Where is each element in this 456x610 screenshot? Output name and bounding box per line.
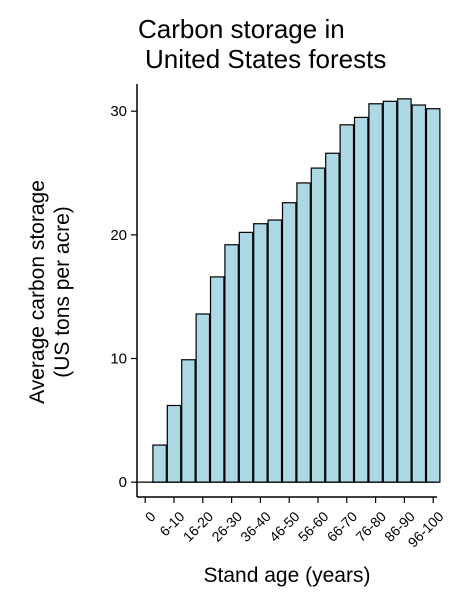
x-tick-label-36-40: 36-40 — [237, 508, 274, 545]
x-axis-title: Stand age (years) — [204, 564, 371, 587]
bar-96-100 — [425, 108, 441, 483]
x-tick-label-46-50: 46-50 — [266, 508, 303, 545]
bar-11-15 — [181, 359, 196, 483]
y-axis-title-line-1: Average carbon storage — [26, 180, 49, 404]
bar-1-5 — [152, 444, 167, 483]
x-axis: 06-1016-2026-3036-4046-5056-6066-7076-80… — [137, 496, 447, 550]
bar-21-25 — [209, 276, 225, 483]
bar-86-90 — [397, 98, 412, 483]
y-tick-label-20: 20 — [110, 227, 127, 244]
chart-title-line-1: Carbon storage in — [138, 14, 345, 44]
x-tick-label-26-30: 26-30 — [208, 508, 245, 545]
bar-31-35 — [238, 231, 254, 483]
y-tick-label-30: 30 — [110, 103, 127, 120]
bars — [137, 98, 441, 483]
bar-76-80 — [368, 103, 383, 483]
bar-16-20 — [195, 313, 211, 483]
bar-66-70 — [339, 124, 355, 483]
bar-71-75 — [353, 116, 369, 483]
bar-81-85 — [382, 100, 398, 483]
bar-41-45 — [267, 219, 283, 483]
y-axis-title: Average carbon storage (US tons per acre… — [26, 180, 74, 404]
bar-91-95 — [411, 104, 427, 483]
x-tick-label-66-70: 66-70 — [324, 508, 361, 545]
y-tick-label-0: 0 — [119, 474, 127, 491]
bar-51-55 — [296, 182, 311, 483]
bar-26-30 — [224, 244, 239, 483]
bar-56-60 — [310, 167, 326, 483]
x-tick-label-56-60: 56-60 — [295, 508, 332, 545]
y-axis: 0 10 20 30 — [110, 84, 138, 497]
bar-6-10 — [166, 404, 182, 483]
chart-title: Carbon storage in United States forests — [138, 14, 386, 74]
bar-61-65 — [325, 152, 340, 483]
x-tick-label-0: 0 — [142, 508, 159, 525]
x-tick-label-16-20: 16-20 — [180, 508, 217, 545]
y-axis-title-line-2: (US tons per acre) — [51, 206, 74, 378]
x-tick-label-76-80: 76-80 — [352, 508, 389, 545]
y-tick-label-10: 10 — [110, 351, 127, 368]
chart-title-line-2: United States forests — [145, 44, 386, 74]
bar-46-50 — [281, 202, 297, 483]
bar-36-40 — [253, 223, 268, 483]
